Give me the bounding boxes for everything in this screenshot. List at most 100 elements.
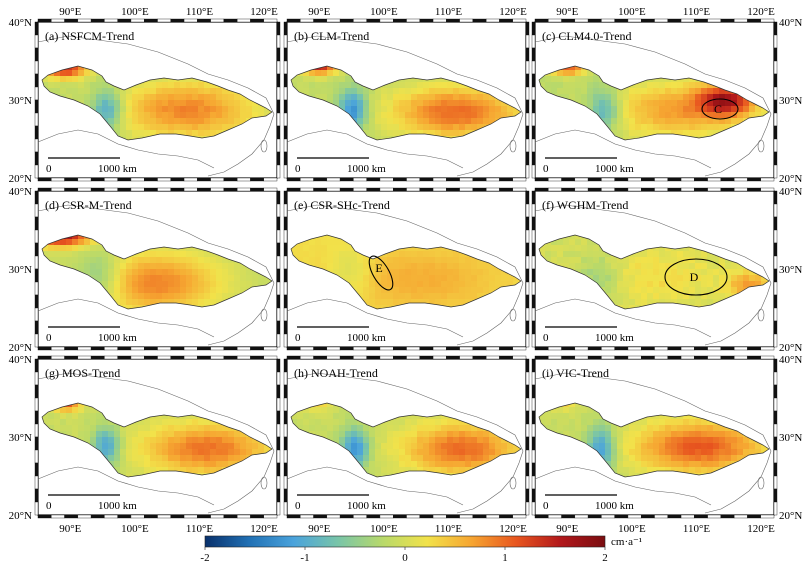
- grid-cell: [447, 130, 453, 136]
- grid-cell: [78, 425, 84, 431]
- frame-segment: [562, 19, 575, 22]
- grid-cell: [557, 251, 563, 257]
- grid-cell: [198, 467, 204, 473]
- grid-cell: [126, 124, 132, 130]
- grid-cell: [411, 251, 417, 257]
- frame-segment: [237, 347, 250, 350]
- grid-cell: [447, 257, 453, 263]
- grid-cell: [459, 269, 465, 275]
- frame-segment: [526, 321, 529, 334]
- grid-cell: [701, 269, 707, 275]
- grid-cell: [593, 82, 599, 88]
- frame-segment: [35, 334, 38, 347]
- grid-cell: [333, 263, 339, 269]
- frame-segment: [532, 48, 535, 61]
- grid-cell: [435, 287, 441, 293]
- grid-cell: [665, 118, 671, 124]
- grid-cell: [114, 263, 120, 269]
- grid-cell: [423, 106, 429, 112]
- grid-cell: [435, 257, 441, 263]
- grid-cell: [132, 263, 138, 269]
- grid-cell: [204, 431, 210, 437]
- frame-segment: [721, 188, 734, 191]
- grid-cell: [357, 269, 363, 275]
- grid-cell: [321, 251, 327, 257]
- grid-cell: [623, 112, 629, 118]
- grid-cell: [363, 257, 369, 263]
- grid-cell: [399, 100, 405, 106]
- grid-cell: [405, 100, 411, 106]
- grid-cell: [683, 100, 689, 106]
- frame-segment: [277, 502, 280, 515]
- lat-tick-label: 30°N: [9, 95, 32, 107]
- grid-cell: [677, 100, 683, 106]
- frame-segment: [774, 87, 777, 100]
- grid-cell: [641, 269, 647, 275]
- grid-cell: [593, 275, 599, 281]
- grid-cell: [156, 437, 162, 443]
- grid-cell: [60, 70, 66, 76]
- grid-cell: [375, 287, 381, 293]
- frame-segment: [284, 424, 287, 437]
- frame-segment: [104, 347, 117, 350]
- grid-cell: [162, 281, 168, 287]
- grid-cell: [108, 455, 114, 461]
- grid-cell: [345, 251, 351, 257]
- lon-tick-label: 110°E: [435, 6, 462, 18]
- grid-cell: [315, 88, 321, 94]
- grid-cell: [180, 118, 186, 124]
- frame-segment: [277, 230, 280, 243]
- grid-cell: [309, 419, 315, 425]
- grid-cell: [216, 281, 222, 287]
- grid-cell: [90, 251, 96, 257]
- frame-segment: [224, 356, 237, 359]
- frame-segment: [380, 347, 393, 350]
- grid-cell: [489, 275, 495, 281]
- grid-cell: [569, 82, 575, 88]
- grid-cell: [102, 88, 108, 94]
- grid-cell: [363, 455, 369, 461]
- frame-segment: [774, 269, 777, 282]
- grid-cell: [465, 263, 471, 269]
- grid-cell: [204, 467, 210, 473]
- grid-cell: [78, 76, 84, 82]
- grid-cell: [381, 94, 387, 100]
- grid-cell: [599, 106, 605, 112]
- grid-cell: [635, 130, 641, 136]
- grid-cell: [210, 118, 216, 124]
- grid-cell: [114, 124, 120, 130]
- grid-cell: [120, 124, 126, 130]
- grid-cell: [453, 124, 459, 130]
- grid-cell: [701, 88, 707, 94]
- grid-cell: [629, 293, 635, 299]
- grid-cell: [84, 88, 90, 94]
- grid-cell: [339, 257, 345, 263]
- grid-cell: [216, 287, 222, 293]
- frame-segment: [284, 87, 287, 100]
- grid-cell: [411, 257, 417, 263]
- grid-cell: [671, 269, 677, 275]
- frame-segment: [641, 19, 654, 22]
- grid-cell: [617, 275, 623, 281]
- grid-cell: [641, 287, 647, 293]
- grid-cell: [114, 449, 120, 455]
- grid-cell: [120, 467, 126, 473]
- grid-cell: [108, 257, 114, 263]
- frame-segment: [446, 19, 459, 22]
- lat-tick-label: 20°N: [779, 173, 802, 185]
- grid-cell: [695, 124, 701, 130]
- grid-cell: [192, 112, 198, 118]
- grid-cell: [399, 287, 405, 293]
- frame-segment: [694, 347, 707, 350]
- grid-cell: [465, 269, 471, 275]
- grid-cell: [321, 82, 327, 88]
- grid-cell: [641, 130, 647, 136]
- lon-tick-label: 90°E: [308, 6, 330, 18]
- grid-cell: [405, 118, 411, 124]
- grid-cell: [575, 82, 581, 88]
- grid-cell: [120, 100, 126, 106]
- grid-cell: [375, 299, 381, 305]
